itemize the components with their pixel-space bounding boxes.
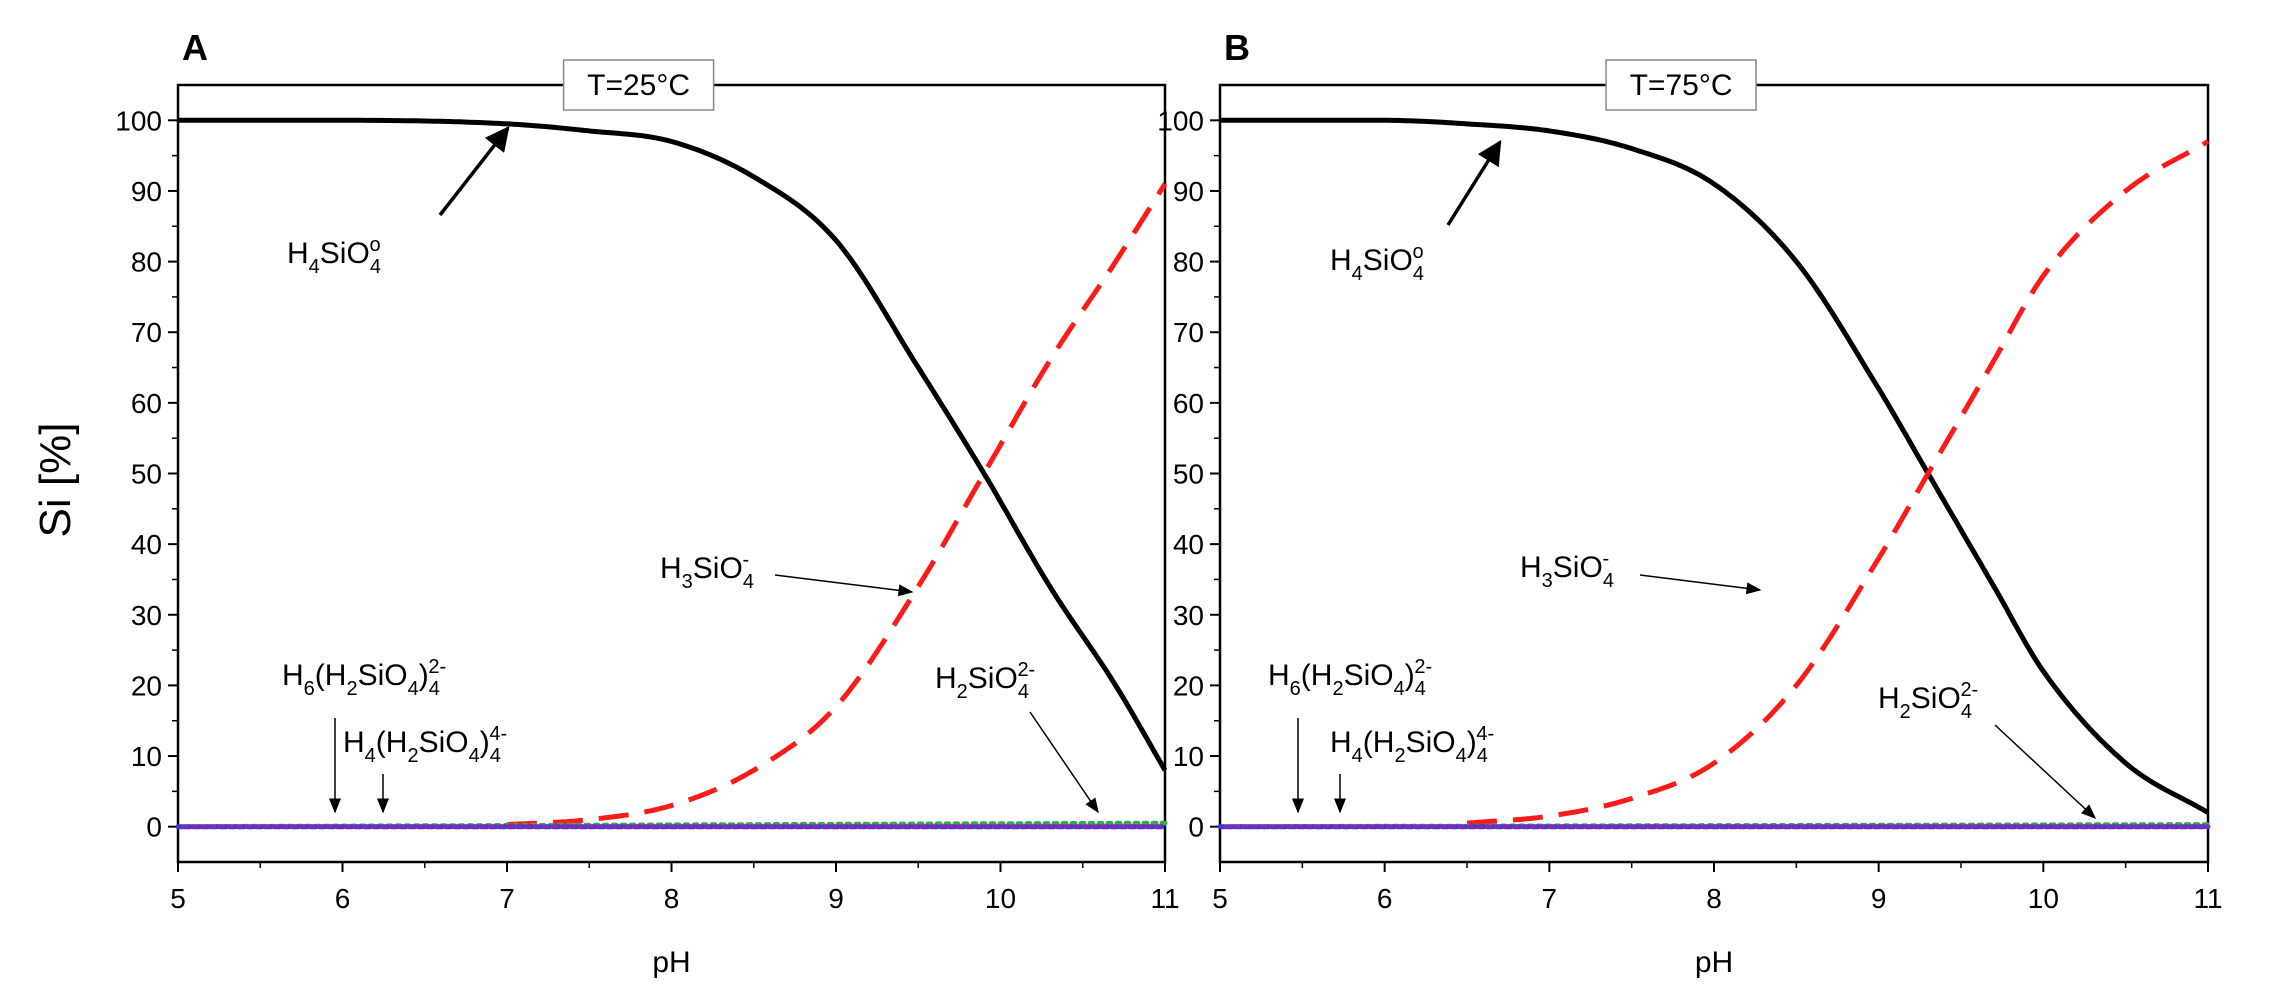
y-tick-label: 30 (1173, 600, 1204, 631)
arrow-h3sio4 (1639, 574, 1762, 595)
x-tick-label: 5 (1212, 883, 1228, 914)
label-h2sio4: H2SiO42- (935, 659, 1035, 703)
x-tick-label: 6 (335, 883, 351, 914)
plot-frame (176, 83, 1167, 864)
label-h6-h2sio4-4: H6(H2SiO4)42- (1268, 656, 1432, 700)
x-tick-label: 8 (1706, 883, 1722, 914)
y-tick-label: 70 (1173, 317, 1204, 348)
label-h2sio4: H2SiO42- (1878, 679, 1978, 723)
label-h4sio4: H4SiO4o (287, 234, 381, 278)
panels: AT=25°C5 6 7 8 9 10 110102030405060708090100pH… (115, 27, 2222, 979)
y-tick-label: 100 (1157, 105, 1204, 136)
temperature-label: T=75°C (1630, 69, 1733, 102)
label-h4-h2sio4-4: H4(H2SiO4)44- (343, 723, 507, 767)
y-tick-label: 50 (131, 459, 162, 490)
x-axis-title: pH (652, 946, 690, 979)
y-tick-label: 40 (131, 529, 162, 560)
x-tick-label: 9 (1871, 883, 1887, 914)
arrow-h2sio4 (1029, 711, 1099, 814)
label-h6-h2sio4-4: H6(H2SiO4)42- (282, 656, 446, 700)
label-h4-h2sio4-4: H4(H2SiO4)44- (1330, 723, 1494, 767)
x-tick-label: 7 (1542, 883, 1558, 914)
y-tick-label: 40 (1173, 529, 1204, 560)
panel-letter: B (1224, 27, 1250, 68)
x-tick-label: 10 (2028, 883, 2059, 914)
x-tick-label: 5 (170, 883, 186, 914)
temperature-box (562, 59, 715, 111)
x-tick-label: 7 (499, 883, 515, 914)
arrow-h3sio4 (774, 574, 914, 597)
y-tick-label: 30 (131, 600, 162, 631)
arrow-h4sio4 (1446, 139, 1502, 226)
series-line-h3sio4- (506, 182, 1168, 828)
panel-B: B T=75°C 5 6 7 8 9 10 11 0 10 20 30 40 50 60 70 80 90 100 pH… (1157, 27, 2222, 979)
y-axis-title: Si [%] (31, 423, 80, 538)
series-line-h4sio4o (1220, 117, 2210, 815)
y-tick-label: 10 (131, 741, 162, 772)
y-tick-label: 80 (1173, 247, 1204, 278)
y-tick-label: 20 (131, 670, 162, 701)
temperature-box (1605, 59, 1757, 111)
y-tick-label: 60 (1173, 388, 1204, 419)
y-tick-label: 20 (1173, 670, 1204, 701)
y-tick-label: 50 (1173, 459, 1204, 490)
y-tick-label: 100 (115, 105, 162, 136)
x-tick-label: 8 (664, 883, 680, 914)
arrow-h4sio4 (438, 126, 510, 217)
y-tick-label: 60 (131, 388, 162, 419)
y-tick-label: 0 (146, 812, 162, 843)
x-tick-label: 11 (2193, 883, 2222, 914)
y-tick-label: 70 (131, 317, 162, 348)
y-tick-label: 90 (131, 176, 162, 207)
x-axis-title: pH (1695, 946, 1733, 979)
label-h3sio4: H3SiO4- (1520, 548, 1614, 592)
arrow-h2sio4 (1994, 724, 2097, 820)
series-line-h3sio4- (1466, 139, 2210, 826)
y-tick-label: 80 (131, 247, 162, 278)
x-tick-label: 10 (985, 883, 1016, 914)
x-tick-label: 9 (828, 883, 844, 914)
x-tick-label: 6 (1377, 883, 1393, 914)
panel-letter: A (182, 27, 208, 68)
label-h4sio4: H4SiO4o (1330, 241, 1424, 285)
temperature-label: T=25°C (587, 69, 690, 102)
y-tick-label: 10 (1173, 741, 1204, 772)
label-h3sio4: H3SiO4- (660, 549, 754, 593)
y-tick-label: 90 (1173, 176, 1204, 207)
series-line-h4sio4o (178, 117, 1168, 772)
x-tick-label: 11 (1150, 883, 1179, 914)
y-tick-label: 0 (1188, 812, 1204, 843)
panel-A: A T=25°C 5 6 7 8 9 10 11 0 10 20 30 40 50 60 70 80 90 100 pH… (115, 27, 1179, 979)
